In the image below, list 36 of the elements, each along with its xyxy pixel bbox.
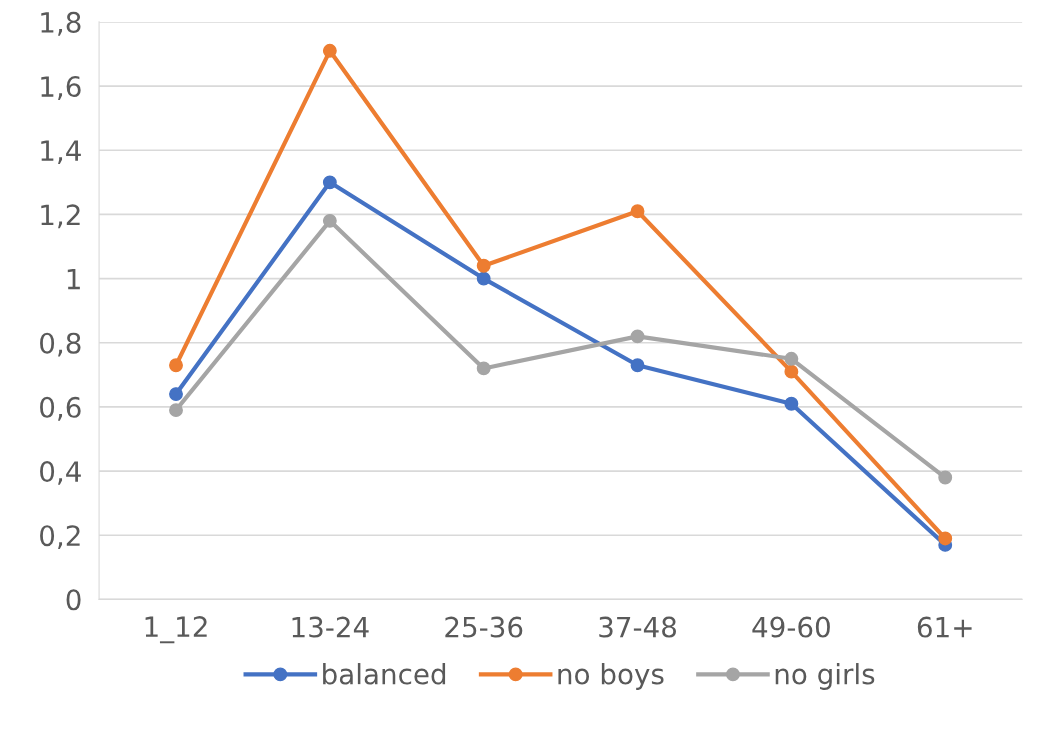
point [630,329,645,344]
legend-label: no girls [775,663,875,690]
point [476,361,491,376]
point [476,258,491,273]
point [476,271,491,286]
y-tick-label: 0,8 [40,332,81,357]
y-tick-label: 0,4 [40,461,81,485]
y-tick-label: 1,8 [41,11,81,36]
point [784,364,799,379]
x-tick-label: 37-48 [599,616,676,638]
point [322,43,337,58]
point [169,403,183,418]
y-tick-label: 1,6 [41,76,81,100]
x-tick-label: 25-36 [445,616,523,638]
x-tick-label: 49-60 [752,616,830,638]
y-tick-label: 0 [66,589,81,611]
point [938,531,953,546]
point [322,213,337,228]
point [938,470,953,485]
y-tick-label: 1,4 [41,140,81,165]
y-tick-label: 0,6 [40,396,81,421]
y-tick-label: 0,2 [40,525,80,550]
y-tick-label: 1,2 [41,204,80,229]
legend-label: balanced [323,663,446,685]
point [784,396,799,411]
point [630,358,645,373]
point [169,387,183,402]
point [322,175,337,190]
x-tick-label: 13-24 [292,616,369,638]
legend-label: no boys [558,663,664,690]
x-tick-label: 61+ [917,616,972,638]
x-tick-label: 1_12 [145,616,207,644]
point [169,358,183,373]
point [784,351,799,366]
y-tick-label: 1 [67,268,80,290]
point [630,204,645,219]
